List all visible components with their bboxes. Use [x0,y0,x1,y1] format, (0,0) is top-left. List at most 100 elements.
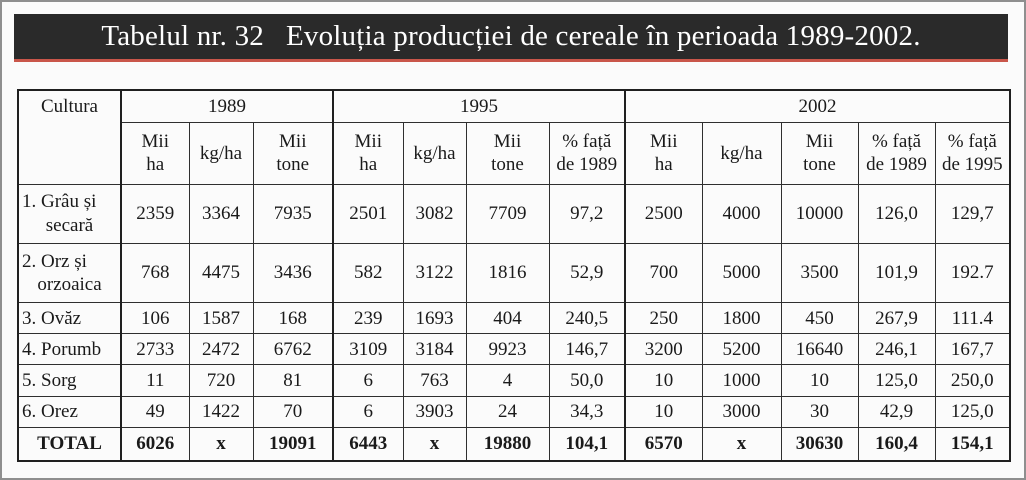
value-cell: 7709 [465,183,550,244]
value-cell: 50,0 [548,364,626,397]
value-cell: 700 [624,242,703,304]
total-row: TOTAL 6026 x 19091 6443 x 19880 104,1 6570 x 30630… [17,426,1012,462]
value-cell: 6 [332,395,404,428]
value-cell: 720 [188,364,254,397]
table-row: 4. Porumb 2733 2472 6762 3109 3184 9923 146,7 32… [17,333,1012,366]
value-cell: 10 [780,364,859,397]
unit-header-text: ha [146,154,165,176]
value-cell: 2733 [120,333,190,366]
value-cell: 1000 [701,364,782,397]
value-cell: 129,7 [934,183,1012,244]
crop-name-text: 1. Grâu și [22,191,97,213]
value-cell: 111.4 [934,302,1012,335]
unit-header-text: Mii [141,131,169,153]
crop-name-cell: 3. Ovăz [17,302,122,335]
value-cell: 52,9 [548,242,626,304]
value-cell: 250 [624,302,703,335]
total-value-cell: x [402,426,467,462]
unit-header-production-1989: Mii tone [252,122,334,185]
unit-header-text: Mii [279,131,307,153]
crop-name-cell: 4. Porumb [17,333,122,366]
value-cell: 1693 [402,302,467,335]
table-row: 6. Orez 49 1422 70 6 3903 24 34,3 10 3000 30 42,9 12… [17,395,1012,428]
unit-header-text: % față [562,131,612,153]
crop-name-text: 5. Sorg [22,369,77,391]
crop-name-cell: 1. Grâu și secară [17,183,122,244]
value-cell: 49 [120,395,190,428]
crop-name-text: 2. Orz și [22,250,87,272]
unit-header-area-2002: Mii ha [624,122,703,185]
value-cell: 9923 [465,333,550,366]
value-cell: 2359 [120,183,190,244]
unit-header-text: ha [359,154,378,176]
value-cell: 4 [465,364,550,397]
value-cell: 24 [465,395,550,428]
year-header-1995: 1995 [332,89,626,124]
value-cell: 192.7 [934,242,1012,304]
value-cell: 4475 [188,242,254,304]
value-cell: 81 [252,364,334,397]
crop-name-text: 6. Orez [22,401,78,423]
year-header-2002: 2002 [624,89,1012,124]
value-cell: 1816 [465,242,550,304]
value-cell: 70 [252,395,334,428]
value-cell: 3436 [252,242,334,304]
total-value-cell: 6026 [120,426,190,462]
unit-header-production-1995: Mii tone [465,122,550,185]
crop-name-text: secară [45,214,94,236]
value-cell: 34,3 [548,395,626,428]
value-cell: 5200 [701,333,782,366]
unit-header-row: Mii ha kg/ha Mii tone Mii ha kg/ha Mii tone% față… [18,122,1012,185]
crop-name-text: 3. Ovăz [22,307,82,329]
value-cell: 16640 [780,333,859,366]
value-cell: 2500 [624,183,703,244]
unit-header-text: Mii [493,131,522,153]
value-cell: 106 [120,302,190,335]
table-number: Tabelul nr. 32 [101,20,264,52]
total-value-cell: 160,4 [857,426,936,462]
value-cell: 450 [780,302,859,335]
total-value-cell: 30630 [780,426,859,462]
table-title: Evoluția producției de cereale în perioa… [285,20,921,52]
value-cell: 125,0 [934,395,1012,428]
unit-header-pct-2002-vs-1995: % față de 1995 [934,122,1012,185]
value-cell: 250,0 [934,364,1012,397]
crop-header: Cultura [17,89,122,185]
unit-header-text: kg/ha [720,142,763,164]
value-cell: 42,9 [857,395,936,428]
unit-header-text: de 1989 [556,154,618,176]
value-cell: 2472 [188,333,254,366]
unit-header-text: % față [871,131,922,153]
unit-header-text: de 1995 [941,154,1003,176]
year-header-row: Cultura 1989 1995 2002 [17,89,1012,185]
value-cell: 2501 [332,183,404,244]
value-cell: 146,7 [548,333,626,366]
value-cell: 246,1 [857,333,936,366]
value-cell: 3903 [402,395,467,428]
cereal-production-table: Cultura 1989 1995 2002 Mii ha kg/ha Mii tone… [17,89,1012,462]
crop-name-cell: 5. Sorg [17,364,122,397]
unit-header-pct-2002-vs-1989: % față de 1989 [857,122,936,185]
unit-header-area-1989: Mii ha [120,122,190,185]
value-cell: 10000 [780,183,859,244]
value-cell: 763 [402,364,467,397]
value-cell: 5000 [701,242,782,304]
unit-header-pct-1995-vs-1989: % față de 1989 [548,122,626,185]
unit-header-area-1995: Mii ha [332,122,404,185]
value-cell: 3500 [780,242,859,304]
unit-header-text: tone [491,154,524,176]
table-row: 2. Orz și orzoaica 768 4475 3436 582 3122 1816 5… [17,242,1012,304]
crop-name-cell: 2. Orz și orzoaica [17,242,122,304]
total-value-cell: x [701,426,782,462]
value-cell: 3109 [332,333,404,366]
value-cell: 6762 [252,333,334,366]
total-value-cell: 154,1 [934,426,1012,462]
year-header-1989: 1989 [119,89,334,124]
value-cell: 101,9 [857,242,936,304]
value-cell: 1422 [188,395,254,428]
total-value-cell: 6570 [624,426,703,462]
value-cell: 10 [624,395,703,428]
value-cell: 3000 [701,395,782,428]
table-title-bar: Tabelul nr. 32 Evoluția producției de ce… [14,14,1008,62]
table-row: 1. Grâu și secară 2359 3364 7935 2501 3082 7709… [17,183,1012,244]
